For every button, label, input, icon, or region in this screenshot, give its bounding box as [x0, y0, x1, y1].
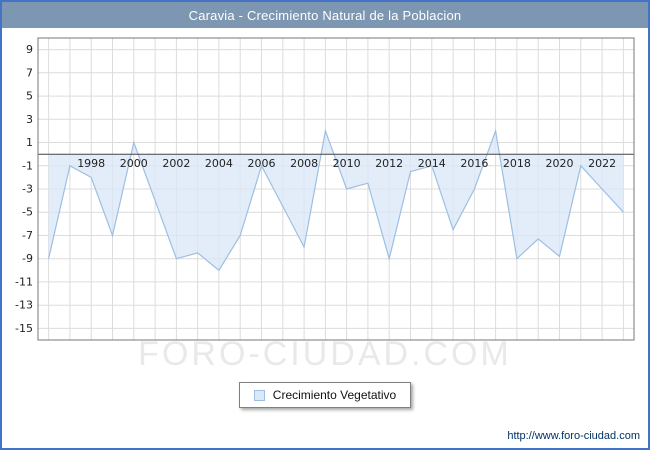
svg-text:2008: 2008: [290, 157, 318, 170]
svg-text:2010: 2010: [333, 157, 361, 170]
svg-text:2022: 2022: [588, 157, 616, 170]
svg-text:2020: 2020: [546, 157, 574, 170]
y-axis-labels: 9 7 5 3 1 -1 -3 -5 -7 -9 -11 -13 -15: [15, 43, 33, 335]
svg-text:-7: -7: [22, 229, 33, 242]
svg-text:-5: -5: [22, 206, 33, 219]
svg-text:1: 1: [26, 136, 33, 149]
page-title: Caravia - Crecimiento Natural de la Pobl…: [188, 7, 462, 23]
footer-url-link[interactable]: http://www.foro-ciudad.com: [507, 430, 640, 442]
svg-text:-13: -13: [15, 299, 33, 312]
plot-border: [37, 37, 635, 341]
data-line: [48, 128, 624, 272]
svg-text:-3: -3: [22, 183, 33, 196]
series-swatch-icon: [253, 389, 265, 401]
legend-box: Crecimiento Vegetativo: [238, 382, 412, 408]
svg-text:7: 7: [26, 66, 33, 79]
svg-text:2012: 2012: [375, 157, 403, 170]
svg-text:9: 9: [26, 43, 33, 56]
svg-text:2016: 2016: [460, 157, 488, 170]
svg-text:-1: -1: [22, 159, 33, 172]
svg-text:1998: 1998: [77, 157, 105, 170]
svg-text:-11: -11: [15, 275, 33, 288]
svg-text:2014: 2014: [418, 157, 446, 170]
svg-text:2004: 2004: [205, 157, 233, 170]
area-fill: [48, 130, 624, 271]
svg-text:-9: -9: [22, 252, 33, 265]
svg-text:2006: 2006: [248, 157, 276, 170]
svg-text:3: 3: [26, 113, 33, 126]
x-axis-labels: 1998 2000 2002 2004 2006 2008 2010 2012 2014 2016…: [77, 157, 616, 170]
svg-text:-15: -15: [15, 322, 33, 335]
natural-growth-chart: 9 7 5 3 1 -1 -3 -5 -7 -9 -11 -13 -15 1998 2000 2002 2004…: [15, 37, 635, 341]
svg-text:5: 5: [26, 90, 33, 103]
title-bar: Caravia - Crecimiento Natural de la Pobl…: [2, 2, 648, 28]
legend-row: Crecimiento Vegetativo: [2, 382, 648, 408]
svg-text:2000: 2000: [120, 157, 148, 170]
svg-text:2018: 2018: [503, 157, 531, 170]
legend-label: Crecimiento Vegetativo: [272, 388, 397, 402]
svg-text:2002: 2002: [162, 157, 190, 170]
